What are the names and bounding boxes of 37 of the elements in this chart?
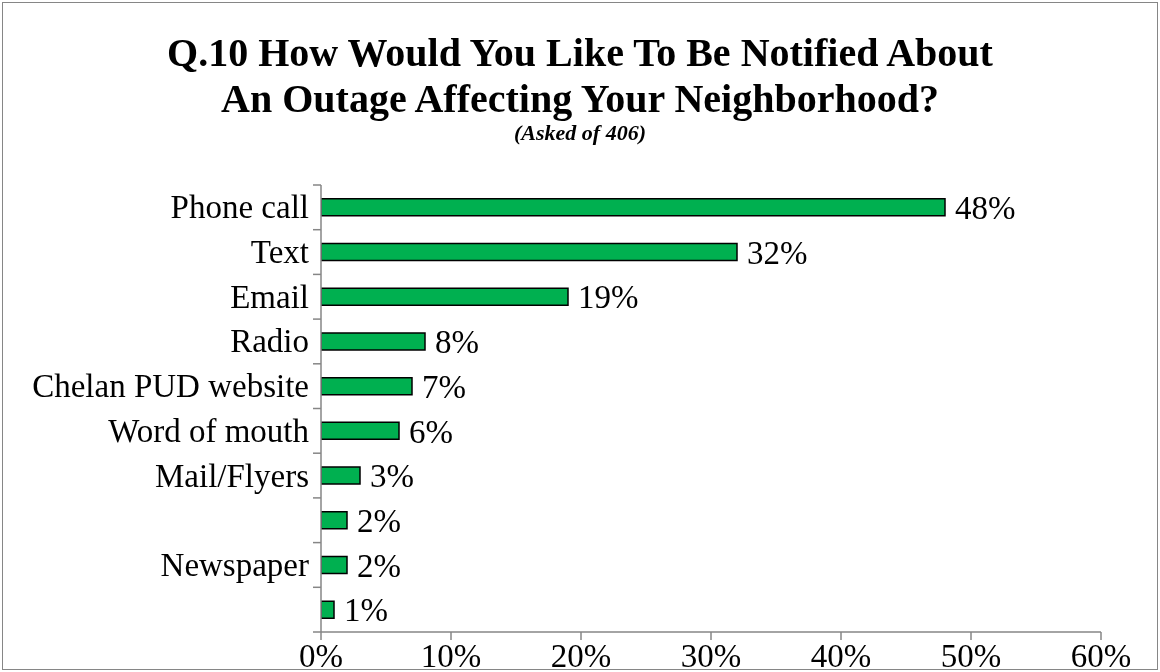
bar [321,287,569,307]
chart-title: Q.10 How Would You Like To Be Notified About An Outage Affecting Your Neighborhood? [166,30,994,122]
bar [321,332,426,351]
data-label: 8% [435,324,479,361]
bar [321,466,361,485]
x-tick-label: 50% [940,638,1002,672]
bar [321,511,348,530]
chart-subtitle: (Asked of 406) [514,120,647,146]
data-label: 6% [409,413,453,450]
data-label: 2% [357,502,401,539]
y-tick-label: Mail/Flyers [155,457,309,494]
data-label: 48% [955,190,1016,227]
x-tick-label: 0% [299,638,343,672]
bar [321,198,946,217]
x-tick-label: 40% [810,638,872,672]
y-tick-label: Text [250,234,309,271]
x-tick-label: 10% [420,638,482,672]
y-tick-label: Email [230,278,309,315]
data-label: 19% [578,279,639,316]
y-tick-label: Newspaper [160,546,310,583]
y-tick-label: Chelan PUD website [32,368,309,405]
data-label: 2% [357,547,401,584]
bar [321,376,413,396]
data-label: 32% [747,234,808,271]
y-tick-label: Radio [230,323,309,360]
y-tick-label: Phone call [170,189,309,226]
data-label: 1% [344,592,388,629]
bar [321,242,738,262]
x-tick-label: 30% [680,638,742,672]
bar [321,555,348,575]
data-label: 3% [370,458,414,495]
data-label: 7% [422,368,466,405]
x-tick-label: 20% [550,638,612,672]
x-tick-label: 60% [1070,638,1132,672]
bar [321,421,400,441]
bar [321,600,335,619]
y-tick-label: Word of mouth [108,412,310,449]
